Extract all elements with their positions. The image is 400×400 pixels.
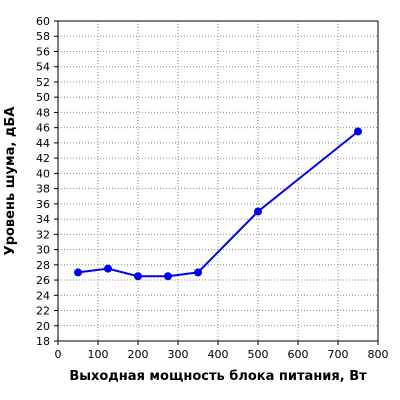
y-tick-label: 40 (36, 167, 50, 180)
y-axis-label: Уровень шума, дБА (3, 107, 18, 256)
y-tick-label: 50 (36, 91, 50, 104)
x-tick-label: 400 (208, 348, 229, 361)
x-tick-label: 800 (368, 348, 389, 361)
y-tick-label: 28 (36, 259, 50, 272)
y-tick-label: 18 (36, 335, 50, 348)
y-tick-label: 56 (36, 45, 50, 58)
x-tick-label: 300 (168, 348, 189, 361)
data-point (254, 207, 262, 216)
data-point (74, 268, 82, 277)
series-group (74, 127, 362, 281)
y-tick-label: 60 (36, 15, 50, 28)
x-tick-label: 100 (88, 348, 109, 361)
x-tick-label: 200 (128, 348, 149, 361)
grid (58, 21, 378, 341)
y-tick-label: 54 (36, 61, 50, 74)
x-tick-label: 600 (288, 348, 309, 361)
data-point (104, 264, 112, 273)
y-tick-label: 58 (36, 30, 50, 43)
y-tick-label: 34 (36, 213, 50, 226)
y-tick-label: 48 (36, 106, 50, 119)
data-point (164, 272, 172, 281)
y-tick-label: 44 (36, 137, 50, 150)
x-axis-ticks: 0 100 200 300 400 500 600 700 800 (55, 341, 389, 361)
x-axis-label: Выходная мощность блока питания, Вт (69, 369, 367, 384)
y-tick-label: 52 (36, 76, 50, 89)
data-point (134, 272, 142, 281)
data-point (194, 268, 202, 277)
y-tick-label: 24 (36, 289, 50, 302)
y-axis-ticks: 18 20 22 24 26 28 30 32 34 36 38 40 42 44 46 48 50 52 54 56… (36, 15, 58, 348)
y-tick-label: 30 (36, 244, 50, 257)
y-tick-label: 26 (36, 274, 50, 287)
y-tick-label: 42 (36, 152, 50, 165)
y-tick-label: 22 (36, 305, 50, 318)
y-tick-label: 36 (36, 198, 50, 211)
x-tick-label: 500 (248, 348, 269, 361)
data-point (354, 127, 362, 136)
y-tick-label: 32 (36, 228, 50, 241)
y-tick-label: 46 (36, 122, 50, 135)
y-tick-label: 38 (36, 183, 50, 196)
y-tick-label: 20 (36, 320, 50, 333)
x-tick-label: 0 (55, 348, 62, 361)
x-tick-label: 700 (328, 348, 349, 361)
